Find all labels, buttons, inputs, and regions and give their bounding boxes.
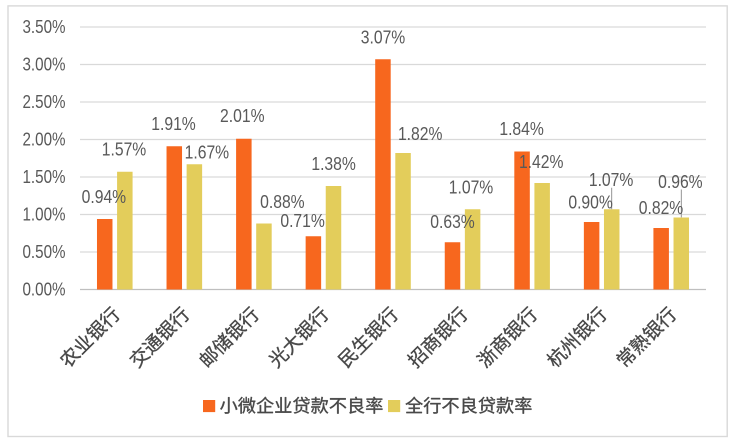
svg-text:1.91%: 1.91% [151,114,196,134]
svg-text:2.00%: 2.00% [23,130,66,150]
svg-text:1.07%: 1.07% [589,170,634,190]
svg-text:0.71%: 0.71% [280,211,325,231]
svg-text:1.00%: 1.00% [23,205,66,225]
svg-text:2.50%: 2.50% [23,92,66,112]
svg-text:0.88%: 0.88% [260,192,305,212]
svg-text:0.63%: 0.63% [430,212,475,232]
svg-text:3.50%: 3.50% [23,17,66,37]
svg-text:0.96%: 0.96% [658,172,703,192]
svg-text:1.82%: 1.82% [398,124,443,144]
svg-text:0.94%: 0.94% [82,187,127,207]
svg-text:3.00%: 3.00% [23,55,66,75]
svg-text:1.38%: 1.38% [311,154,356,174]
svg-text:2.01%: 2.01% [220,106,265,126]
svg-text:1.57%: 1.57% [102,140,147,160]
svg-text:1.84%: 1.84% [499,119,544,139]
svg-text:1.50%: 1.50% [23,167,66,187]
svg-text:0.00%: 0.00% [23,280,66,300]
svg-text:0.50%: 0.50% [23,242,66,262]
svg-text:0.90%: 0.90% [568,193,613,213]
svg-text:1.67%: 1.67% [185,142,230,162]
svg-text:0.82%: 0.82% [639,198,684,218]
svg-text:1.42%: 1.42% [519,152,564,172]
svg-text:3.07%: 3.07% [361,27,406,47]
svg-text:1.07%: 1.07% [449,178,494,198]
